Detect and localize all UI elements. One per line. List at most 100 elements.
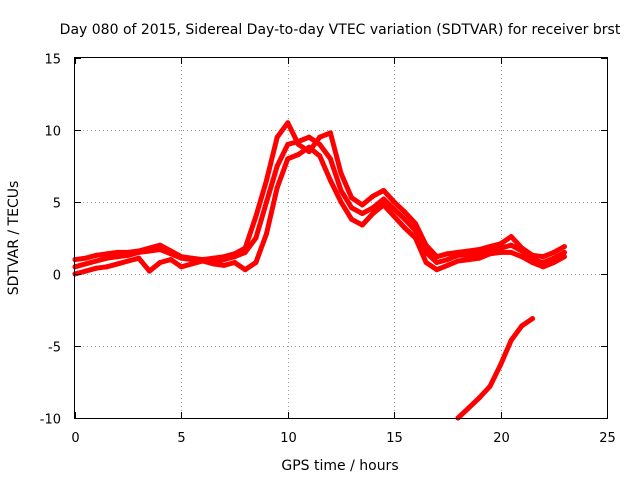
data-point (530, 316, 535, 322)
data-point (232, 251, 238, 257)
data-point (370, 193, 376, 199)
data-point (200, 258, 206, 264)
data-point (381, 202, 387, 208)
data-point (338, 170, 344, 176)
data-point (402, 209, 408, 215)
data-point (125, 249, 131, 255)
data-point (115, 249, 121, 255)
data-point (508, 337, 514, 343)
data-point (391, 199, 397, 205)
grid-lines (75, 58, 607, 418)
data-point (136, 255, 142, 261)
data-point (370, 205, 376, 211)
data-point (466, 252, 472, 258)
y-tick-label: 0 (53, 269, 61, 284)
data-point (93, 265, 99, 271)
data-point (189, 261, 195, 267)
data-point (178, 254, 184, 260)
data-point (402, 225, 408, 231)
data-point (487, 251, 493, 257)
data-point (285, 120, 291, 126)
data-point (391, 206, 397, 212)
data-point (104, 251, 110, 257)
data-point (178, 264, 184, 270)
data-point (285, 141, 291, 147)
data-point (168, 248, 174, 254)
data-point (434, 254, 440, 260)
data-point (147, 268, 152, 274)
data-point (317, 134, 323, 140)
data-point (551, 249, 557, 255)
data-point (413, 221, 418, 227)
data-point (327, 177, 333, 183)
data-point (274, 134, 280, 140)
data-point (221, 254, 227, 260)
data-point (561, 254, 567, 260)
data-point (444, 251, 450, 257)
data-series (72, 120, 567, 421)
data-point (264, 177, 269, 183)
data-point (487, 244, 493, 250)
data-point (349, 216, 355, 222)
data-point (83, 255, 89, 261)
data-point (317, 153, 323, 159)
data-point (359, 202, 365, 208)
data-point (434, 260, 440, 265)
y-tick-label: 15 (44, 53, 61, 68)
data-point (466, 248, 472, 254)
data-point (508, 249, 514, 255)
data-point (338, 188, 344, 193)
data-point (413, 235, 418, 241)
data-point (519, 254, 525, 260)
data-point (561, 244, 567, 250)
data-point (498, 241, 504, 247)
data-point (232, 260, 238, 265)
data-point (168, 257, 174, 263)
data-point (381, 188, 387, 193)
data-point (285, 156, 291, 162)
x-tick-label: 10 (280, 431, 297, 446)
data-point (551, 260, 557, 265)
y-tick-label: 10 (44, 125, 61, 140)
data-point (125, 258, 131, 264)
data-point (104, 255, 110, 261)
series-line (455, 316, 535, 421)
data-point (157, 260, 163, 265)
data-point (530, 260, 535, 265)
data-point (83, 261, 89, 267)
data-point (115, 261, 121, 267)
y-tick-label: 5 (53, 197, 61, 212)
x-tick-label: 25 (599, 431, 616, 446)
data-point (391, 213, 397, 219)
data-point (157, 242, 163, 248)
data-point (253, 235, 259, 241)
data-point (253, 260, 259, 265)
data-point (540, 264, 546, 270)
data-point (476, 255, 482, 261)
data-point (402, 216, 408, 222)
data-point (423, 260, 429, 265)
data-point (253, 213, 259, 219)
data-point (466, 405, 472, 411)
data-point (519, 245, 525, 251)
data-point (93, 252, 99, 258)
data-point (264, 199, 269, 205)
data-point (210, 255, 216, 261)
data-point (487, 383, 493, 389)
x-tick-label: 5 (177, 431, 185, 446)
data-point (338, 199, 344, 205)
data-point (444, 257, 450, 263)
data-point (115, 254, 121, 260)
data-point (221, 262, 227, 268)
y-tick-label: -5 (48, 341, 61, 356)
data-point (327, 130, 333, 136)
chart-title: Day 080 of 2015, Sidereal Day-to-day VTE… (60, 22, 621, 38)
data-point (466, 257, 472, 263)
data-point (147, 245, 152, 251)
data-point (508, 242, 514, 248)
data-point (317, 141, 323, 147)
data-point (242, 267, 248, 273)
data-point (306, 134, 312, 140)
data-point (349, 205, 355, 211)
data-point (210, 261, 216, 267)
